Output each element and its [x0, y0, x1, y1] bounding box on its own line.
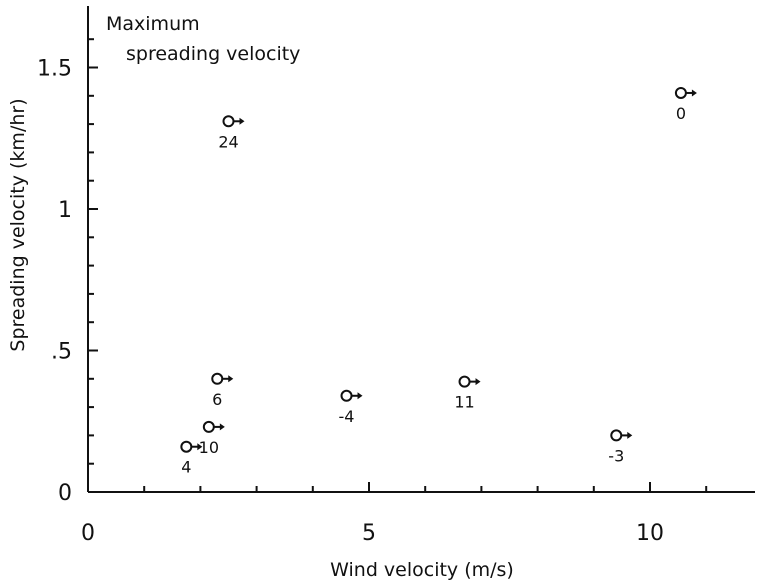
point-label: 0	[676, 104, 686, 123]
point-label: 6	[212, 390, 222, 409]
x-axis-label: Wind velocity (m/s)	[330, 559, 514, 581]
point-marker	[340, 389, 353, 402]
point-label: -4	[339, 407, 355, 426]
x-tick-label: 10	[636, 521, 664, 546]
arrow-head	[475, 378, 481, 386]
arrow-head	[357, 392, 363, 400]
arrow-head	[197, 443, 203, 451]
data-point: -3	[608, 429, 633, 465]
data-point: -4	[339, 389, 363, 426]
y-tick-label: .5	[51, 340, 72, 365]
x-tick-label: 0	[81, 521, 95, 546]
chart-title-line-1: Maximum	[106, 13, 200, 35]
point-marker	[610, 429, 623, 442]
arrow-head	[239, 117, 245, 125]
point-marker	[222, 115, 235, 128]
point-label: 11	[454, 393, 474, 412]
point-label: 24	[218, 132, 238, 151]
x-tick-label: 5	[362, 521, 376, 546]
point-marker	[674, 86, 687, 99]
y-tick-label: 0	[58, 481, 72, 506]
arrow-head	[691, 89, 697, 97]
point-label: -3	[608, 446, 624, 465]
chart-title-line-2: spreading velocity	[126, 43, 300, 65]
chart-title: Maximum spreading velocity	[106, 13, 300, 65]
axis-ticks	[88, 38, 708, 492]
point-marker	[180, 440, 193, 453]
arrow-head	[228, 375, 234, 383]
y-tick-label: 1.5	[37, 57, 72, 82]
point-marker	[211, 372, 224, 385]
point-marker	[202, 420, 215, 433]
y-tick-label: 1	[58, 198, 72, 223]
data-point: 0	[674, 86, 697, 123]
y-axis-label: Spreading velocity (km/hr)	[7, 98, 29, 351]
data-point: 11	[454, 375, 481, 412]
point-marker	[458, 375, 471, 388]
arrow-head	[627, 431, 633, 439]
data-points: 0 24 6 -4 11 -3 4 10	[180, 86, 697, 477]
point-label: 4	[181, 458, 191, 477]
data-point: 4	[180, 440, 203, 477]
x-tick-labels: 0 5 10	[81, 521, 664, 546]
point-label: 10	[199, 438, 219, 457]
data-point: 6	[211, 372, 234, 409]
y-tick-labels: 0 .5 1 1.5	[37, 57, 72, 507]
arrow-head	[219, 423, 225, 431]
data-point: 24	[218, 115, 245, 151]
data-point: 10	[199, 420, 225, 457]
